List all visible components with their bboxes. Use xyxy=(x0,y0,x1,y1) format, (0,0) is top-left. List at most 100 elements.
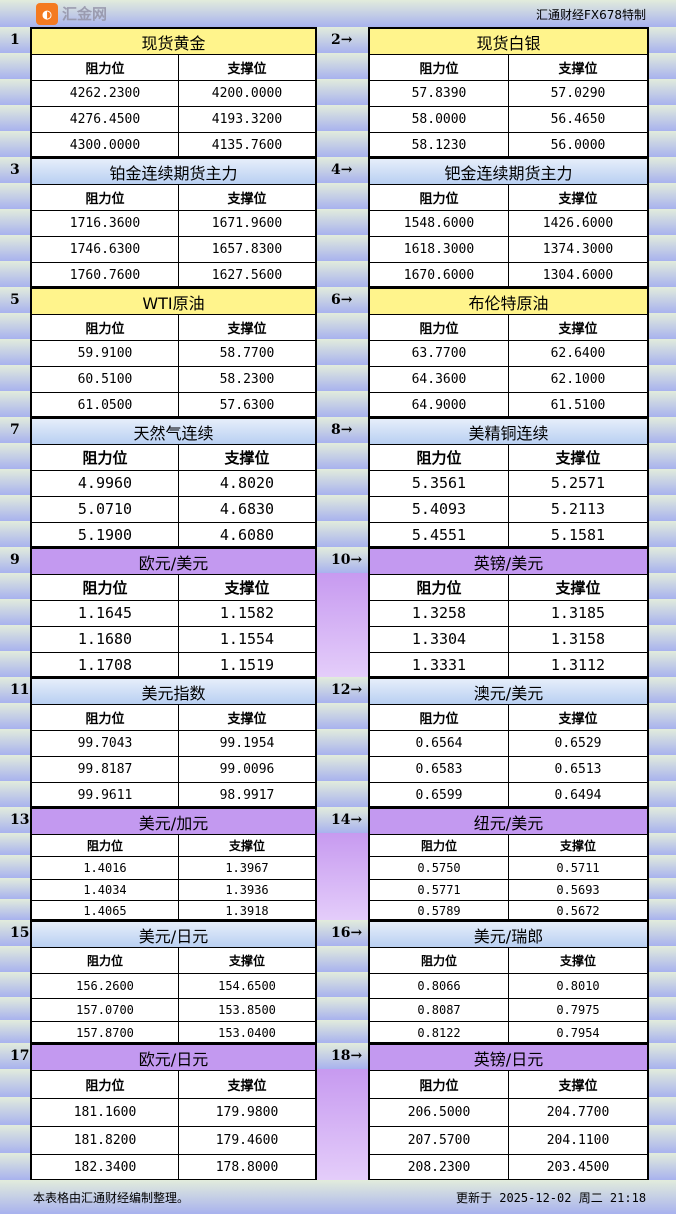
page-title: 汇通财经FX678特制 xyxy=(535,8,646,22)
quote-table: 铂金连续期货主力 阻力位 支撑位 1716.3600 1671.9600 1746.630… xyxy=(30,157,317,288)
resistance-value: 156.2600 xyxy=(32,973,179,999)
support-value: 0.7954 xyxy=(556,1025,600,1040)
instrument-name: WTI原油 xyxy=(32,289,315,315)
resistance-header: 阻力位 xyxy=(370,54,509,81)
block-number: 11 xyxy=(10,682,30,698)
support-value: 99.0096 xyxy=(179,756,315,783)
resistance-value: 0.8087 xyxy=(370,998,509,1022)
divider-strip xyxy=(317,833,368,920)
support-value: 1657.8300 xyxy=(179,236,315,263)
resistance-value: 5.0710 xyxy=(32,496,179,523)
resistance-header: 阻力位 xyxy=(370,444,509,471)
support-value: 56.0000 xyxy=(550,137,606,153)
resistance-header: 阻力位 xyxy=(370,574,509,601)
quote-table: 美精铜连续 阻力位 支撑位 5.3561 5.2571 5.4093 5.2113 5.455… xyxy=(368,417,649,548)
resistance-value: 206.5000 xyxy=(370,1098,509,1127)
support-value: 203.4500 xyxy=(546,1160,610,1175)
resistance-value: 0.8066 xyxy=(370,973,509,999)
resistance-value: 182.3400 xyxy=(32,1154,179,1181)
instrument-name: 澳元/美元 xyxy=(370,679,647,705)
support-value: 4.6830 xyxy=(179,496,315,523)
instrument-name: 布伦特原油 xyxy=(370,289,647,315)
support-value: 99.1954 xyxy=(179,730,315,757)
support-header: 支撑位 xyxy=(509,574,647,601)
resistance-value: 0.5750 xyxy=(370,856,509,880)
resistance-value: 1.1708 xyxy=(32,652,179,678)
resistance-value: 64.3600 xyxy=(370,366,509,393)
support-header: 支撑位 xyxy=(509,834,647,857)
support-value: 56.4650 xyxy=(509,106,647,133)
support-value: 1304.6000 xyxy=(542,267,614,283)
resistance-value: 1716.3600 xyxy=(32,210,179,237)
support-value: 4.6080 xyxy=(219,526,275,544)
support-header: 支撑位 xyxy=(509,947,647,974)
watermark-icon: ◐ xyxy=(36,2,58,25)
support-value: 1.1519 xyxy=(219,656,275,674)
instrument-name: 欧元/美元 xyxy=(32,549,315,575)
block-number: 3 xyxy=(10,162,20,178)
resistance-value: 99.7043 xyxy=(32,730,179,757)
support-value: 153.8500 xyxy=(179,998,315,1022)
support-value: 1.3936 xyxy=(179,879,315,901)
resistance-value: 0.5771 xyxy=(370,879,509,901)
block-number: 18→ xyxy=(331,1048,363,1064)
support-value: 98.9917 xyxy=(219,787,275,803)
resistance-value: 1.1645 xyxy=(32,600,179,627)
resistance-value: 1670.6000 xyxy=(370,262,509,288)
quote-table: 美元/瑞郎 阻力位 支撑位 0.8066 0.8010 0.8087 0.7975 0.812… xyxy=(368,920,649,1044)
instrument-name: 美元/加元 xyxy=(32,809,315,835)
support-value: 179.9800 xyxy=(179,1098,315,1127)
resistance-header: 阻力位 xyxy=(370,834,509,857)
resistance-header: 阻力位 xyxy=(370,1070,509,1099)
instrument-name: 美元/瑞郎 xyxy=(370,922,647,948)
divider-strip xyxy=(317,1069,368,1180)
resistance-value: 59.9100 xyxy=(32,340,179,367)
resistance-value: 5.4093 xyxy=(370,496,509,523)
block-number: 15 xyxy=(10,925,30,941)
update-time: 更新于 2025-12-02 周二 21:18 xyxy=(456,1191,647,1205)
support-value: 62.1000 xyxy=(509,366,647,393)
support-value: 1.3185 xyxy=(509,600,647,627)
support-header: 支撑位 xyxy=(179,314,315,341)
watermark-text: 汇金网 xyxy=(62,5,108,23)
quote-table: 澳元/美元 阻力位 支撑位 0.6564 0.6529 0.6583 0.6513 0.659… xyxy=(368,677,649,808)
resistance-value: 1.1680 xyxy=(32,626,179,653)
resistance-value: 207.5700 xyxy=(370,1126,509,1155)
block-number: 8→ xyxy=(331,422,353,438)
support-header: 支撑位 xyxy=(509,314,647,341)
resistance-value: 1.4034 xyxy=(32,879,179,901)
support-value: 0.5693 xyxy=(509,879,647,901)
quote-table: 欧元/美元 阻力位 支撑位 1.1645 1.1582 1.1680 1.1554 1.170… xyxy=(30,547,317,678)
quote-table: 布伦特原油 阻力位 支撑位 63.7700 62.6400 64.3600 62.1000 6… xyxy=(368,287,649,418)
support-value: 57.6300 xyxy=(219,397,275,413)
support-value: 5.2113 xyxy=(509,496,647,523)
block-number: 6→ xyxy=(331,292,353,308)
support-value: 5.2571 xyxy=(509,470,647,497)
resistance-header: 阻力位 xyxy=(370,704,509,731)
support-value: 0.6513 xyxy=(509,756,647,783)
instrument-name: 美元指数 xyxy=(32,679,315,705)
support-header: 支撑位 xyxy=(509,184,647,211)
support-value: 204.7700 xyxy=(509,1098,647,1127)
instrument-name: 美精铜连续 xyxy=(370,419,647,445)
support-value: 57.0290 xyxy=(509,80,647,107)
resistance-header: 阻力位 xyxy=(370,184,509,211)
quote-table: 美元指数 阻力位 支撑位 99.7043 99.1954 99.8187 99.0096 99… xyxy=(30,677,317,808)
support-value: 0.6494 xyxy=(554,787,602,803)
block-number: 9 xyxy=(10,552,20,568)
resistance-value: 99.8187 xyxy=(32,756,179,783)
quote-table: 英镑/美元 阻力位 支撑位 1.3258 1.3185 1.3304 1.3158 1.333… xyxy=(368,547,649,678)
resistance-header: 阻力位 xyxy=(32,54,179,81)
support-header: 支撑位 xyxy=(179,444,315,471)
resistance-header: 阻力位 xyxy=(370,314,509,341)
resistance-value: 0.6564 xyxy=(370,730,509,757)
quote-table: 天然气连续 阻力位 支撑位 4.9960 4.8020 5.0710 4.6830 5.190… xyxy=(30,417,317,548)
quote-table: WTI原油 阻力位 支撑位 59.9100 58.7700 60.5100 58.2300 6… xyxy=(30,287,317,418)
resistance-value: 4276.4500 xyxy=(32,106,179,133)
support-value: 178.8000 xyxy=(215,1160,279,1175)
block-number: 13 xyxy=(10,812,30,828)
resistance-value: 4.9960 xyxy=(32,470,179,497)
support-value: 0.5711 xyxy=(509,856,647,880)
support-value: 61.5100 xyxy=(550,397,606,413)
block-number: 10→ xyxy=(331,552,363,568)
